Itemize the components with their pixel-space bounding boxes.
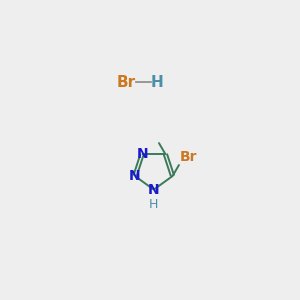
Text: Br: Br — [180, 150, 198, 164]
Text: N: N — [148, 183, 160, 196]
Text: H: H — [151, 75, 164, 90]
Text: N: N — [129, 169, 141, 183]
Text: Br: Br — [116, 75, 135, 90]
Text: H: H — [149, 198, 158, 212]
Text: N: N — [136, 147, 148, 161]
